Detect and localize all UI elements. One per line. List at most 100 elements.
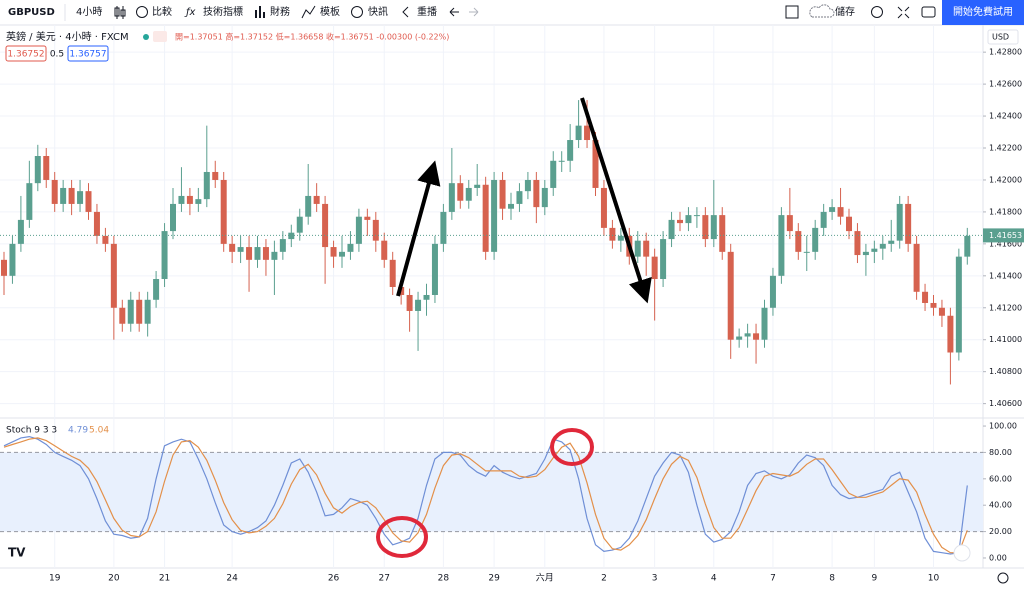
candle-body: [854, 231, 861, 256]
candle-body: [262, 247, 269, 260]
y-tick-label: 1.42400: [989, 112, 1022, 121]
candle-body: [448, 183, 455, 212]
template-icon[interactable]: [301, 5, 316, 19]
tv-logo: 𝗧𝗩: [8, 546, 26, 560]
toolbar-item[interactable]: 模板: [320, 5, 340, 18]
candle-body: [888, 240, 895, 244]
candle-body: [254, 247, 261, 260]
candle-body: [1, 259, 7, 276]
ask-box[interactable]: [67, 45, 109, 62]
candle-body: [347, 243, 354, 252]
candle-body: [668, 219, 675, 240]
currency[interactable]: USD: [992, 33, 1009, 42]
x-tick-label: 六月: [536, 572, 554, 584]
toolbar-item[interactable]: 重播: [417, 5, 437, 18]
ask-price[interactable]: 1.36757: [69, 50, 106, 60]
candle-body: [508, 203, 514, 209]
candle-body: [930, 302, 937, 308]
candle-body: [144, 299, 151, 324]
candle-body: [660, 239, 667, 280]
x-tick-label: 21: [159, 574, 170, 584]
candle-body: [26, 183, 33, 220]
x-tick-label: 8: [829, 574, 835, 584]
candle-body: [617, 235, 624, 241]
candle-body: [533, 179, 540, 208]
candle-body: [93, 211, 100, 236]
scroll-button[interactable]: [953, 544, 971, 562]
x-tick-label: 24: [226, 574, 238, 584]
candle-body: [584, 125, 591, 141]
candle-body: [896, 203, 903, 241]
settings-icon[interactable]: [871, 6, 883, 18]
layout-icon[interactable]: [785, 5, 799, 19]
financials-icon[interactable]: [255, 6, 265, 18]
marks: 19 20 21 24 26 27 28 29 六月 2 3 4 7 8 9 10 1.42800 1.42600…: [0, 25, 1024, 584]
x-tick-label: 4: [711, 574, 717, 584]
indicator-icon[interactable]: ƒx: [184, 7, 196, 18]
toolbar-item[interactable]: 比較: [152, 5, 172, 18]
candle-body: [330, 247, 337, 257]
y-tick-label: 60.00: [989, 474, 1012, 483]
candle-body: [862, 251, 869, 256]
candle-body: [651, 256, 658, 280]
y-tick-label: 1.41800: [989, 207, 1022, 216]
x-tick-label: 9: [871, 574, 877, 584]
toolbar-item[interactable]: 財務: [270, 5, 290, 18]
candle-body: [702, 215, 709, 240]
candle-body: [846, 216, 852, 232]
candle-body: [110, 243, 117, 308]
candle-body: [778, 215, 785, 276]
candle-body: [922, 291, 929, 303]
candle-body: [60, 187, 67, 204]
undo-icon[interactable]: [449, 7, 459, 17]
symbol[interactable]: GBPUSD: [8, 7, 55, 18]
currency-box[interactable]: [987, 29, 1019, 45]
toolbar-item[interactable]: 技術指標: [203, 5, 243, 18]
toolbar-item[interactable]: 快訊: [368, 5, 388, 18]
candle-body: [567, 140, 574, 161]
interval[interactable]: 4小時: [76, 6, 102, 18]
candle-body: [322, 203, 329, 248]
candle-body: [381, 240, 388, 260]
candle-body: [355, 216, 362, 244]
candle-icon[interactable]: [114, 6, 126, 19]
annotation-circle: [550, 428, 594, 466]
candle-body: [229, 243, 236, 252]
candle-body: [364, 216, 371, 220]
x-tick-label: 2: [601, 574, 607, 584]
candle-body: [51, 179, 58, 204]
candle-body: [170, 203, 176, 232]
candle-body: [296, 216, 303, 233]
candle-body: [127, 299, 134, 324]
bid-box[interactable]: [5, 45, 47, 62]
replay-icon[interactable]: [402, 6, 409, 18]
axis-settings[interactable]: [997, 572, 1009, 584]
save-button[interactable]: 儲存: [835, 5, 855, 18]
cta-label[interactable]: 開始免費試用: [953, 5, 1013, 18]
cta-button[interactable]: [942, 0, 1024, 25]
stoch-k-value: 4.79: [68, 426, 88, 436]
alert-icon[interactable]: [351, 6, 363, 18]
candle-body: [558, 160, 565, 162]
y-tick-label: 1.40600: [989, 399, 1022, 408]
y-tick-label: 1.40800: [989, 367, 1022, 376]
x-tick-label: 27: [379, 574, 390, 584]
snapshot-icon[interactable]: [921, 6, 936, 18]
stoch-line: [3, 435, 968, 555]
candle-body: [499, 179, 506, 209]
candle-body: [837, 207, 844, 217]
y-tick-label: 1.42600: [989, 80, 1022, 89]
bid-price[interactable]: 1.36752: [7, 50, 44, 60]
ohlc-legend: 開=1.37051 高=1.37152 低=1.36658 收=1.36751 …: [175, 32, 449, 42]
y-tick-label: 0.00: [989, 553, 1007, 562]
candle-body: [947, 315, 954, 353]
candle-body: [153, 279, 160, 300]
redo-icon[interactable]: [469, 7, 479, 17]
fullscreen-icon[interactable]: [897, 6, 910, 19]
y-tick-label: 100.00: [989, 422, 1017, 431]
compare-icon[interactable]: [136, 6, 148, 18]
x-tick-label: 10: [928, 574, 940, 584]
candle-body: [389, 259, 396, 287]
candle-body: [474, 184, 481, 188]
